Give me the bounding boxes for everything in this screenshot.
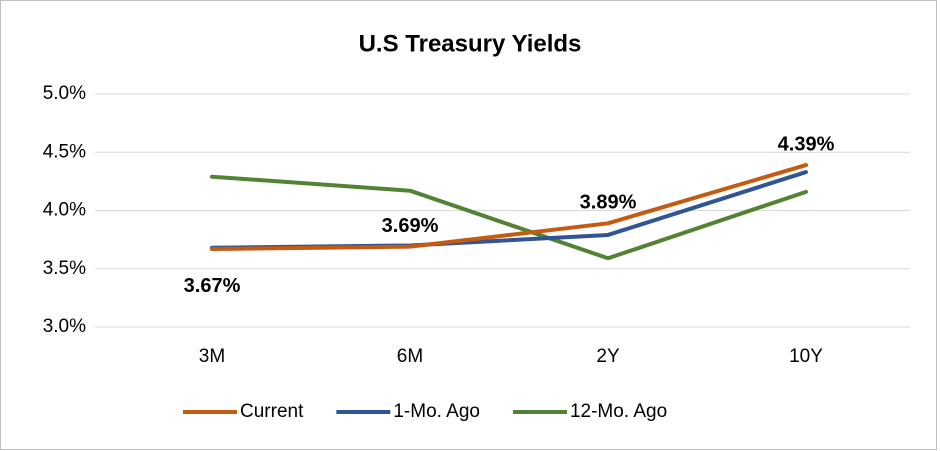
x-tick-label: 2Y	[596, 346, 620, 367]
data-label: 3.89%	[580, 192, 637, 214]
y-tick-label: 4.0%	[43, 200, 86, 221]
series-line	[210, 174, 808, 261]
legend-label: 12-Mo. Ago	[570, 401, 667, 422]
data-label: 3.67%	[184, 275, 241, 297]
y-tick-label: 3.5%	[43, 258, 86, 279]
data-label: 3.69%	[382, 215, 439, 237]
y-tick-label: 5.0%	[43, 83, 86, 104]
series-line	[210, 163, 808, 251]
x-tick-label: 3M	[199, 346, 225, 367]
data-label: 4.39%	[778, 133, 835, 155]
y-tick-label: 3.0%	[43, 316, 86, 337]
x-tick-label: 6M	[397, 346, 423, 367]
y-tick-label: 4.5%	[43, 141, 86, 162]
legend-label: 1-Mo. Ago	[393, 401, 480, 422]
legend-label: Current	[240, 401, 304, 422]
x-tick-label: 10Y	[789, 346, 823, 367]
chart-title: U.S Treasury Yields	[359, 30, 582, 57]
